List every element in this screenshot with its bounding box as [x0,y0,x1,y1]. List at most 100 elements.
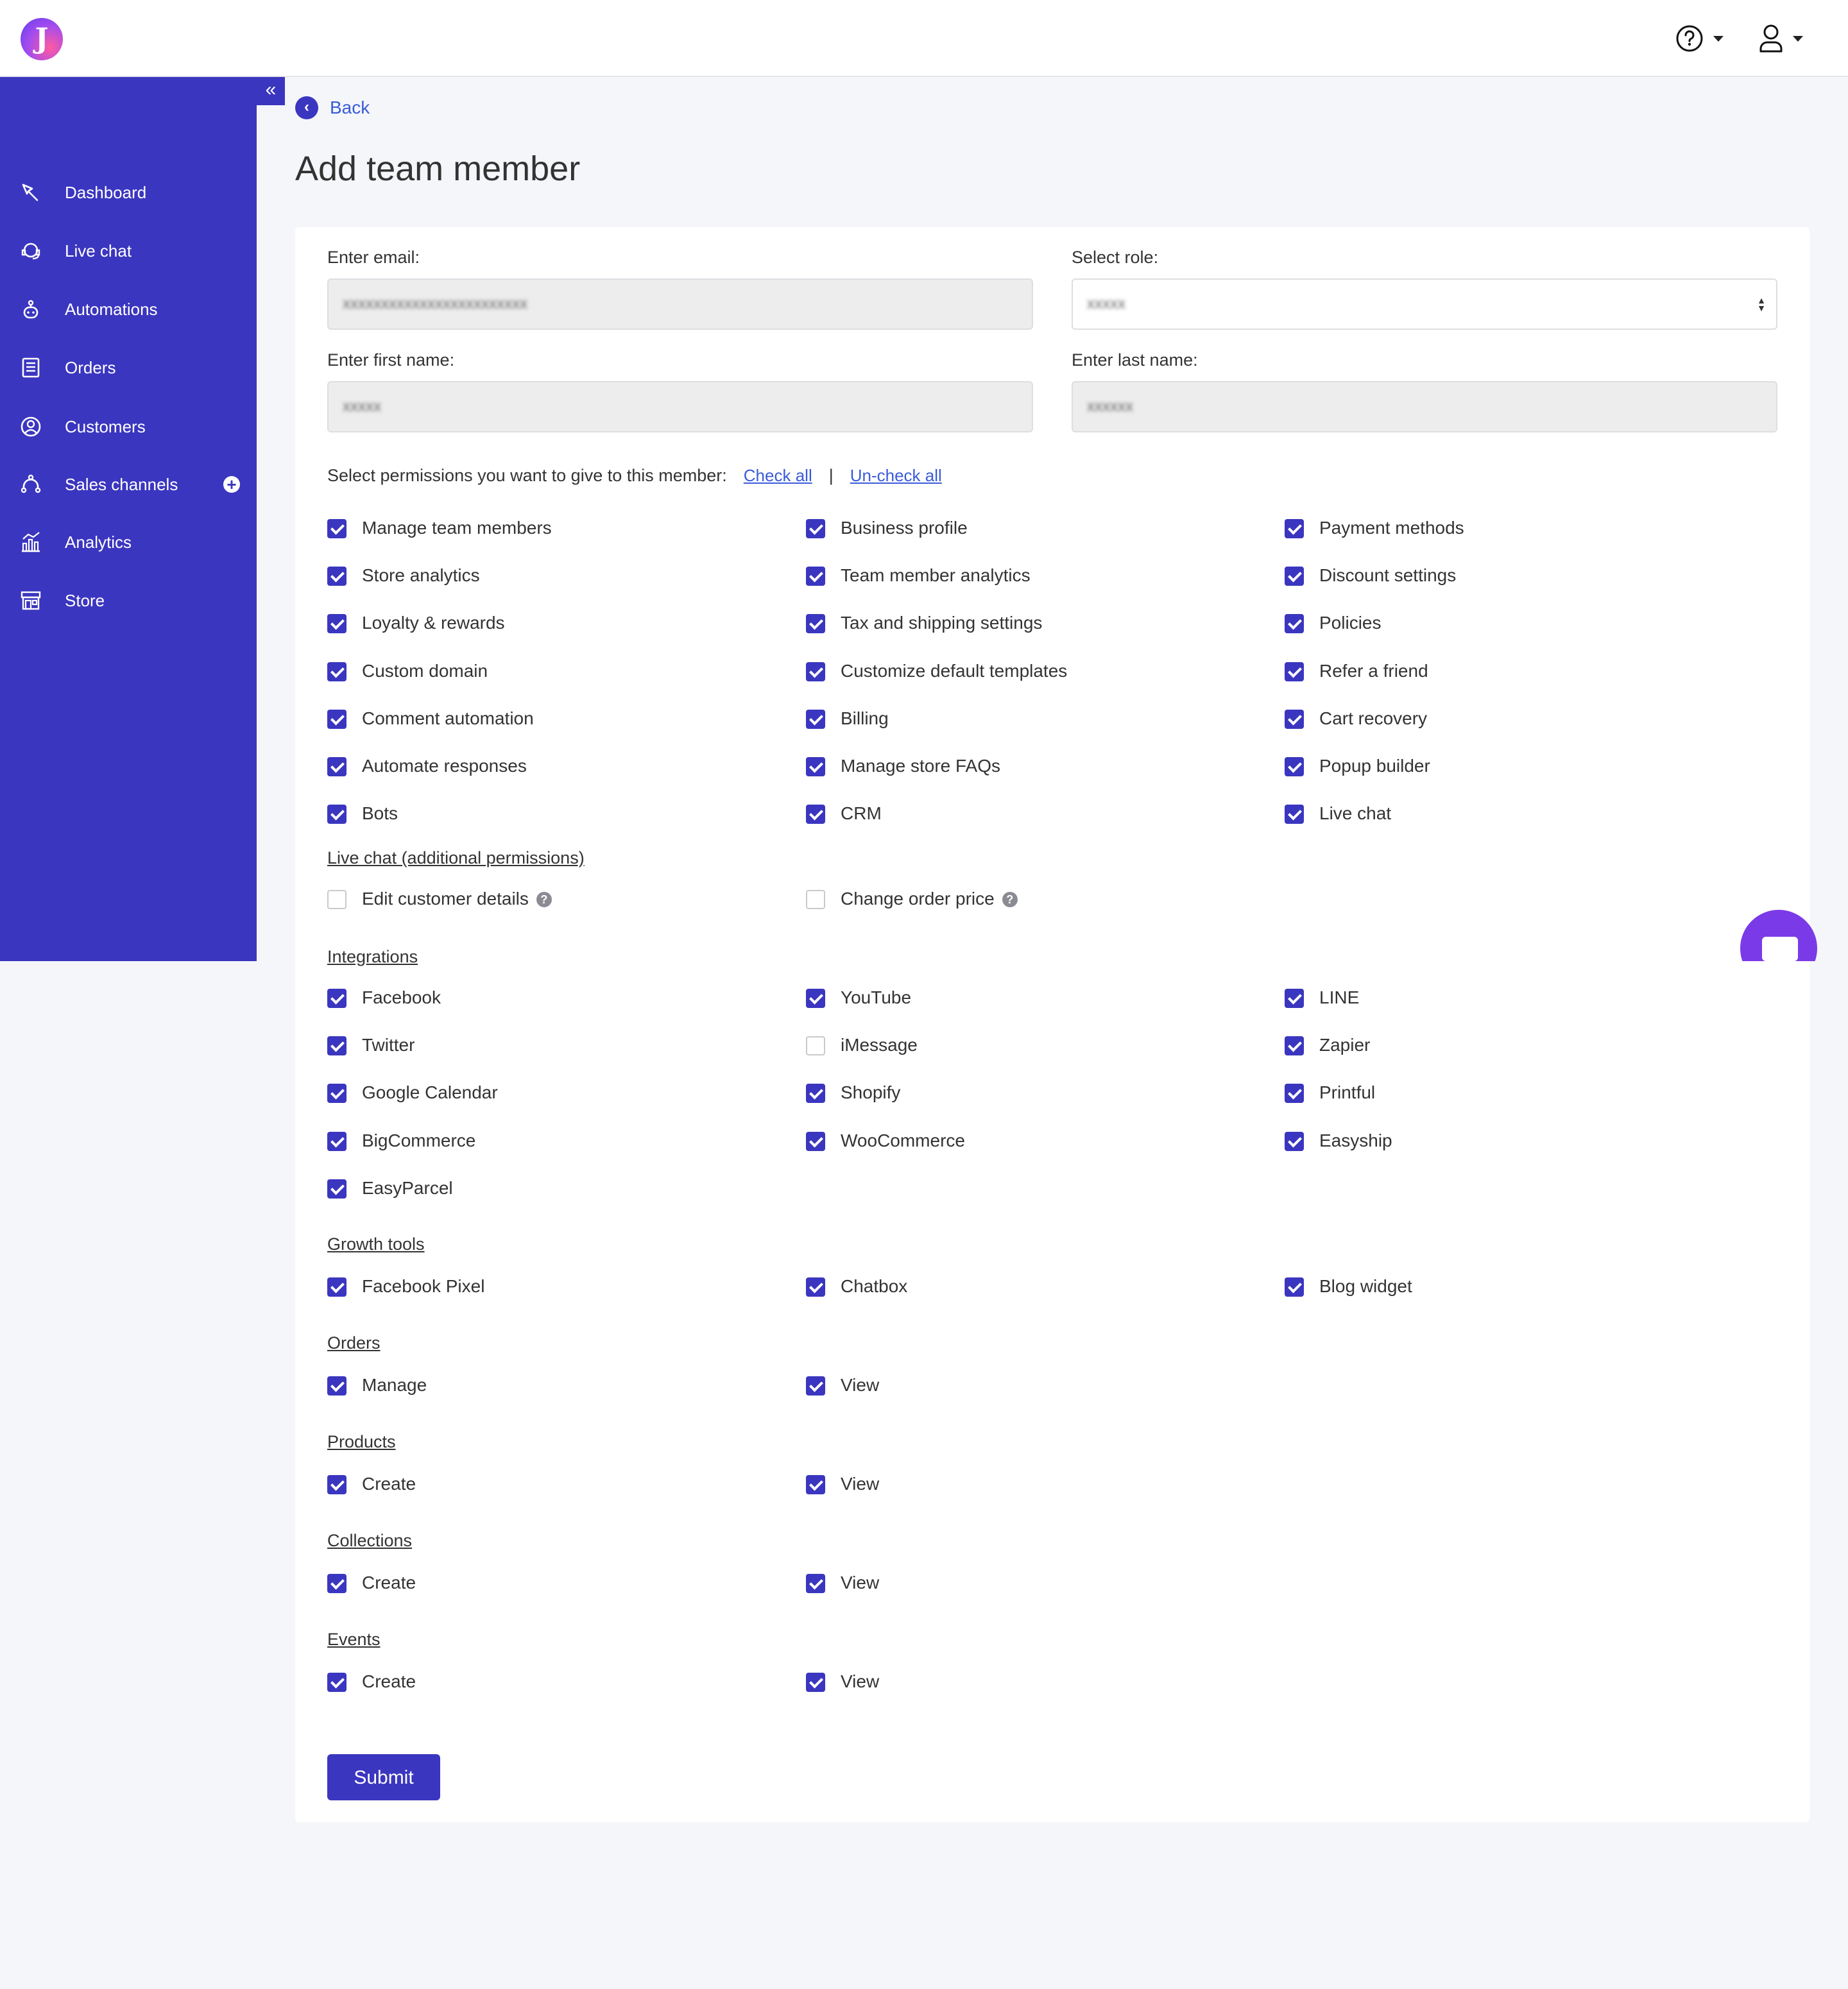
role-select[interactable]: xxxxx ▲ ▼ [1072,278,1777,330]
checkbox-checked[interactable] [806,805,825,824]
checkbox-unchecked[interactable] [806,1036,825,1056]
checkbox-checked[interactable] [327,989,346,1008]
checkbox-label-text: Facebook Pixel [362,1276,485,1296]
checkbox-label-text: BigCommerce [362,1130,476,1150]
checkbox-checked[interactable] [327,1036,346,1056]
checkbox-checked[interactable] [1285,662,1304,681]
checkbox-checked[interactable] [806,757,825,776]
checkbox-unchecked[interactable] [806,890,825,909]
uncheck-all-link[interactable]: Un-check all [850,466,942,485]
sidebar-item-label: Orders [65,357,116,377]
checkbox-checked[interactable] [806,1131,825,1151]
checkbox-checked[interactable] [327,1673,346,1692]
first-name-label: Enter first name: [327,350,455,370]
checkbox-label: Comment automation [362,708,534,729]
checkbox-label: Popup builder [1319,756,1430,776]
checkbox-checked[interactable] [806,1673,825,1692]
section-products: Products [327,1432,396,1451]
last-name-field[interactable]: xxxxxx [1072,381,1777,432]
checkbox-checked[interactable] [1285,567,1304,586]
checkbox-checked[interactable] [806,1574,825,1593]
sidebar-item-analytics[interactable]: Analytics [0,516,257,568]
sidebar-item-dashboard[interactable]: Dashboard [0,167,257,218]
chat-launcher-button[interactable] [1740,910,1817,961]
checkbox-label: View [841,1474,879,1494]
checkbox-label-text: Cart recovery [1319,708,1428,728]
section-live-chat: Live chat (additional permissions) [327,848,585,867]
checkbox-checked[interactable] [1285,1277,1304,1297]
email-field[interactable]: xxxxxxxxxxxxxxxxxxxxxxxx [327,278,1033,330]
checkbox-checked[interactable] [327,709,346,729]
checkbox-checked[interactable] [806,1475,825,1494]
checkbox-label-text: Edit customer details [362,889,529,909]
checkbox-checked[interactable] [327,757,346,776]
checkbox-checked[interactable] [806,1277,825,1297]
sales-channels-icon [21,474,41,493]
sidebar-item-store[interactable]: Store [0,575,257,626]
checkbox-checked[interactable] [327,1376,346,1396]
checkbox-checked[interactable] [806,519,825,538]
checkbox-checked[interactable] [327,662,346,681]
checkbox-checked[interactable] [1285,519,1304,538]
checkbox-checked[interactable] [1285,1084,1304,1104]
user-menu[interactable] [1758,22,1803,55]
sidebar-item-customers[interactable]: Customers [0,401,257,452]
app-logo[interactable]: J [21,18,63,60]
checkbox-checked[interactable] [327,519,346,538]
checkbox-checked[interactable] [327,1179,346,1199]
checkbox-checked[interactable] [327,805,346,824]
checkbox-label-text: Printful [1319,1082,1376,1103]
help-tooltip-icon[interactable]: ? [1002,892,1018,907]
sidebar-item-orders[interactable]: Orders [0,342,257,393]
checkbox-checked[interactable] [806,567,825,586]
checkbox-label: Facebook [362,987,441,1008]
checkbox-checked[interactable] [806,1084,825,1104]
checkbox-checked[interactable] [327,567,346,586]
sidebar-item-label: Automations [65,299,158,319]
checkbox-checked[interactable] [327,614,346,634]
help-tooltip-icon[interactable]: ? [536,892,552,907]
last-name-label: Enter last name: [1072,350,1198,370]
add-sales-channel-icon[interactable]: + [223,476,240,493]
checkbox-label-text: Twitter [362,1035,415,1055]
sidebar-item-label: Sales channels [65,474,178,494]
checkbox-checked[interactable] [1285,709,1304,729]
checkbox-checked[interactable] [1285,805,1304,824]
checkbox-label-text: EasyParcel [362,1177,453,1198]
checkbox-label-text: Loyalty & rewards [362,613,505,633]
submit-button[interactable]: Submit [327,1754,440,1800]
checkbox-checked[interactable] [327,1574,346,1593]
checkbox-checked[interactable] [327,1475,346,1494]
help-menu[interactable] [1675,22,1724,55]
sidebar-item-label: Store [65,590,105,610]
checkbox-checked[interactable] [1285,1036,1304,1056]
checkbox-checked[interactable] [1285,757,1304,776]
checkbox-label-text: Easyship [1319,1130,1392,1150]
checkbox-checked[interactable] [1285,614,1304,634]
checkbox-label-text: Change order price [841,889,995,909]
checkbox-checked[interactable] [806,989,825,1008]
sidebar-item-live-chat[interactable]: Live chat [0,225,257,277]
checkbox-checked[interactable] [806,1376,825,1396]
section-collections: Collections [327,1531,413,1550]
sidebar-item-sales-channels[interactable]: Sales channels + [0,459,257,510]
back-link[interactable]: ‹ Back [295,96,370,119]
collapse-sidebar-button[interactable]: « [257,77,285,105]
checkbox-checked[interactable] [806,709,825,729]
checkbox-label: Refer a friend [1319,661,1428,681]
checkbox-checked[interactable] [327,1084,346,1104]
sidebar-item-automations[interactable]: Automations [0,284,257,335]
checkbox-checked[interactable] [1285,1131,1304,1151]
first-name-field[interactable]: xxxxx [327,381,1033,432]
chevron-left-icon: ‹ [295,96,318,119]
checkbox-checked[interactable] [327,1131,346,1151]
checkbox-checked[interactable] [806,614,825,634]
checkbox-unchecked[interactable] [327,890,346,909]
check-all-link[interactable]: Check all [743,466,812,485]
checkbox-label-text: CRM [841,803,882,824]
checkbox-checked[interactable] [806,662,825,681]
checkbox-checked[interactable] [1285,989,1304,1008]
checkbox-checked[interactable] [327,1277,346,1297]
checkbox-label-text: Automate responses [362,756,527,776]
checkbox-label-text: Payment methods [1319,518,1464,538]
